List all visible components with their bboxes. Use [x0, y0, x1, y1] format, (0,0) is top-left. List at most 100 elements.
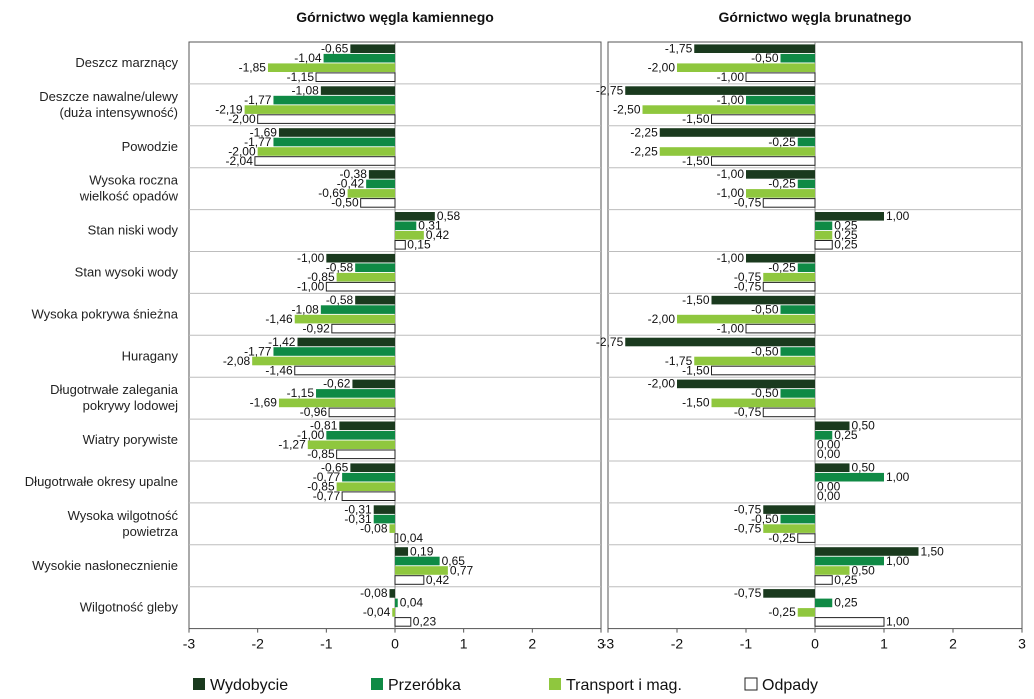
bar	[711, 295, 815, 305]
data-label: -0,62	[323, 377, 351, 391]
bar	[244, 105, 395, 114]
x-tick-label: 2	[528, 636, 536, 652]
bar	[711, 398, 815, 408]
data-label: -0,75	[734, 270, 762, 284]
data-label: -0,25	[768, 531, 796, 545]
x-tick-label: -1	[320, 636, 333, 652]
category-label: Wysoka wilgotność	[68, 508, 179, 523]
bar	[273, 95, 395, 105]
bar	[814, 575, 833, 585]
data-label: -2,19	[215, 102, 243, 116]
data-label: -0,25	[768, 261, 796, 275]
data-label: -2,25	[630, 144, 658, 158]
bar	[797, 137, 815, 147]
data-label: -1,50	[682, 363, 710, 377]
bar	[297, 337, 395, 347]
data-label: -1,85	[239, 61, 267, 75]
bar	[815, 547, 919, 556]
data-label: 0,25	[834, 596, 858, 610]
bar	[373, 505, 395, 514]
bar	[745, 323, 816, 334]
data-label: -0,75	[734, 280, 762, 294]
data-label: -0,50	[331, 196, 359, 210]
bar	[278, 398, 395, 408]
bar	[642, 105, 815, 114]
x-tick-label: -1	[740, 636, 753, 652]
bar	[694, 44, 815, 53]
bar	[394, 575, 425, 585]
bar	[360, 198, 396, 208]
data-label: 0,00	[817, 489, 841, 503]
bar	[762, 198, 816, 208]
bar	[315, 72, 396, 83]
bar	[395, 598, 398, 608]
data-label: -0,25	[768, 177, 796, 191]
category-label: Powodzie	[122, 139, 178, 154]
bar	[294, 314, 395, 324]
data-label: -0,50	[751, 386, 779, 400]
data-label: 0,00	[817, 480, 841, 494]
bar	[677, 379, 815, 389]
legend-swatch	[549, 678, 561, 690]
x-tick-label: -3	[602, 636, 615, 652]
data-label: -1,69	[250, 396, 278, 410]
bar	[267, 63, 395, 72]
category-label: Wiatry porywiste	[83, 432, 178, 447]
bar	[320, 305, 395, 314]
bar	[625, 86, 815, 95]
data-label: 0,42	[426, 228, 450, 242]
data-label: -1,42	[268, 335, 296, 349]
bar	[797, 608, 815, 617]
data-label: 1,00	[886, 615, 910, 629]
data-label: -0,92	[302, 321, 330, 335]
bar	[763, 272, 815, 282]
data-label: -0,50	[751, 512, 779, 526]
legend-label: Transport i mag.	[566, 677, 682, 694]
x-tick-label: 1	[460, 636, 468, 652]
panel-title: Górnictwo węgla brunatnego	[719, 9, 912, 25]
data-label: -2,50	[613, 102, 641, 116]
data-label: 0,50	[852, 563, 876, 577]
data-label: -2,00	[648, 312, 676, 326]
bar	[326, 253, 395, 263]
data-label: 0,50	[852, 419, 876, 433]
bar	[746, 95, 815, 105]
data-label: 0,00	[817, 438, 841, 452]
bar	[780, 347, 815, 356]
data-label: -1,00	[717, 251, 745, 265]
bar	[326, 431, 395, 440]
data-label: -1,00	[297, 280, 325, 294]
data-label: 0,25	[834, 219, 858, 233]
bar	[797, 533, 816, 543]
category-label: powietrza	[122, 524, 178, 539]
data-label: -0,50	[751, 344, 779, 358]
bar	[294, 365, 396, 376]
panel-hard-coal: Górnictwo węgla kamiennego -3 -2 -1 0 1 2 3 -0,6…	[183, 9, 605, 652]
bar	[323, 53, 395, 63]
bar	[815, 472, 884, 482]
data-label: 0,31	[418, 219, 442, 233]
category-label: Deszcz marznący	[75, 55, 178, 70]
data-label: -0,25	[768, 605, 796, 619]
bar	[814, 240, 833, 250]
bar	[394, 617, 412, 627]
bar	[711, 365, 816, 376]
bar	[273, 347, 395, 356]
legend-swatch	[193, 678, 205, 690]
bar	[814, 617, 885, 627]
data-label: 0,19	[410, 544, 434, 558]
data-label: -0,96	[300, 405, 328, 419]
data-label: -0,50	[751, 302, 779, 316]
data-label: -0,31	[344, 502, 372, 516]
bar	[339, 421, 395, 431]
data-label: -1,69	[250, 125, 278, 139]
x-tick-label: 1	[880, 636, 888, 652]
bar	[278, 128, 395, 137]
bar	[320, 86, 395, 95]
data-label: -1,00	[717, 93, 745, 107]
bar	[328, 407, 396, 418]
bar	[711, 114, 816, 124]
bar	[325, 281, 396, 292]
data-label: -1,50	[682, 154, 710, 168]
data-label: 0,65	[442, 554, 466, 568]
